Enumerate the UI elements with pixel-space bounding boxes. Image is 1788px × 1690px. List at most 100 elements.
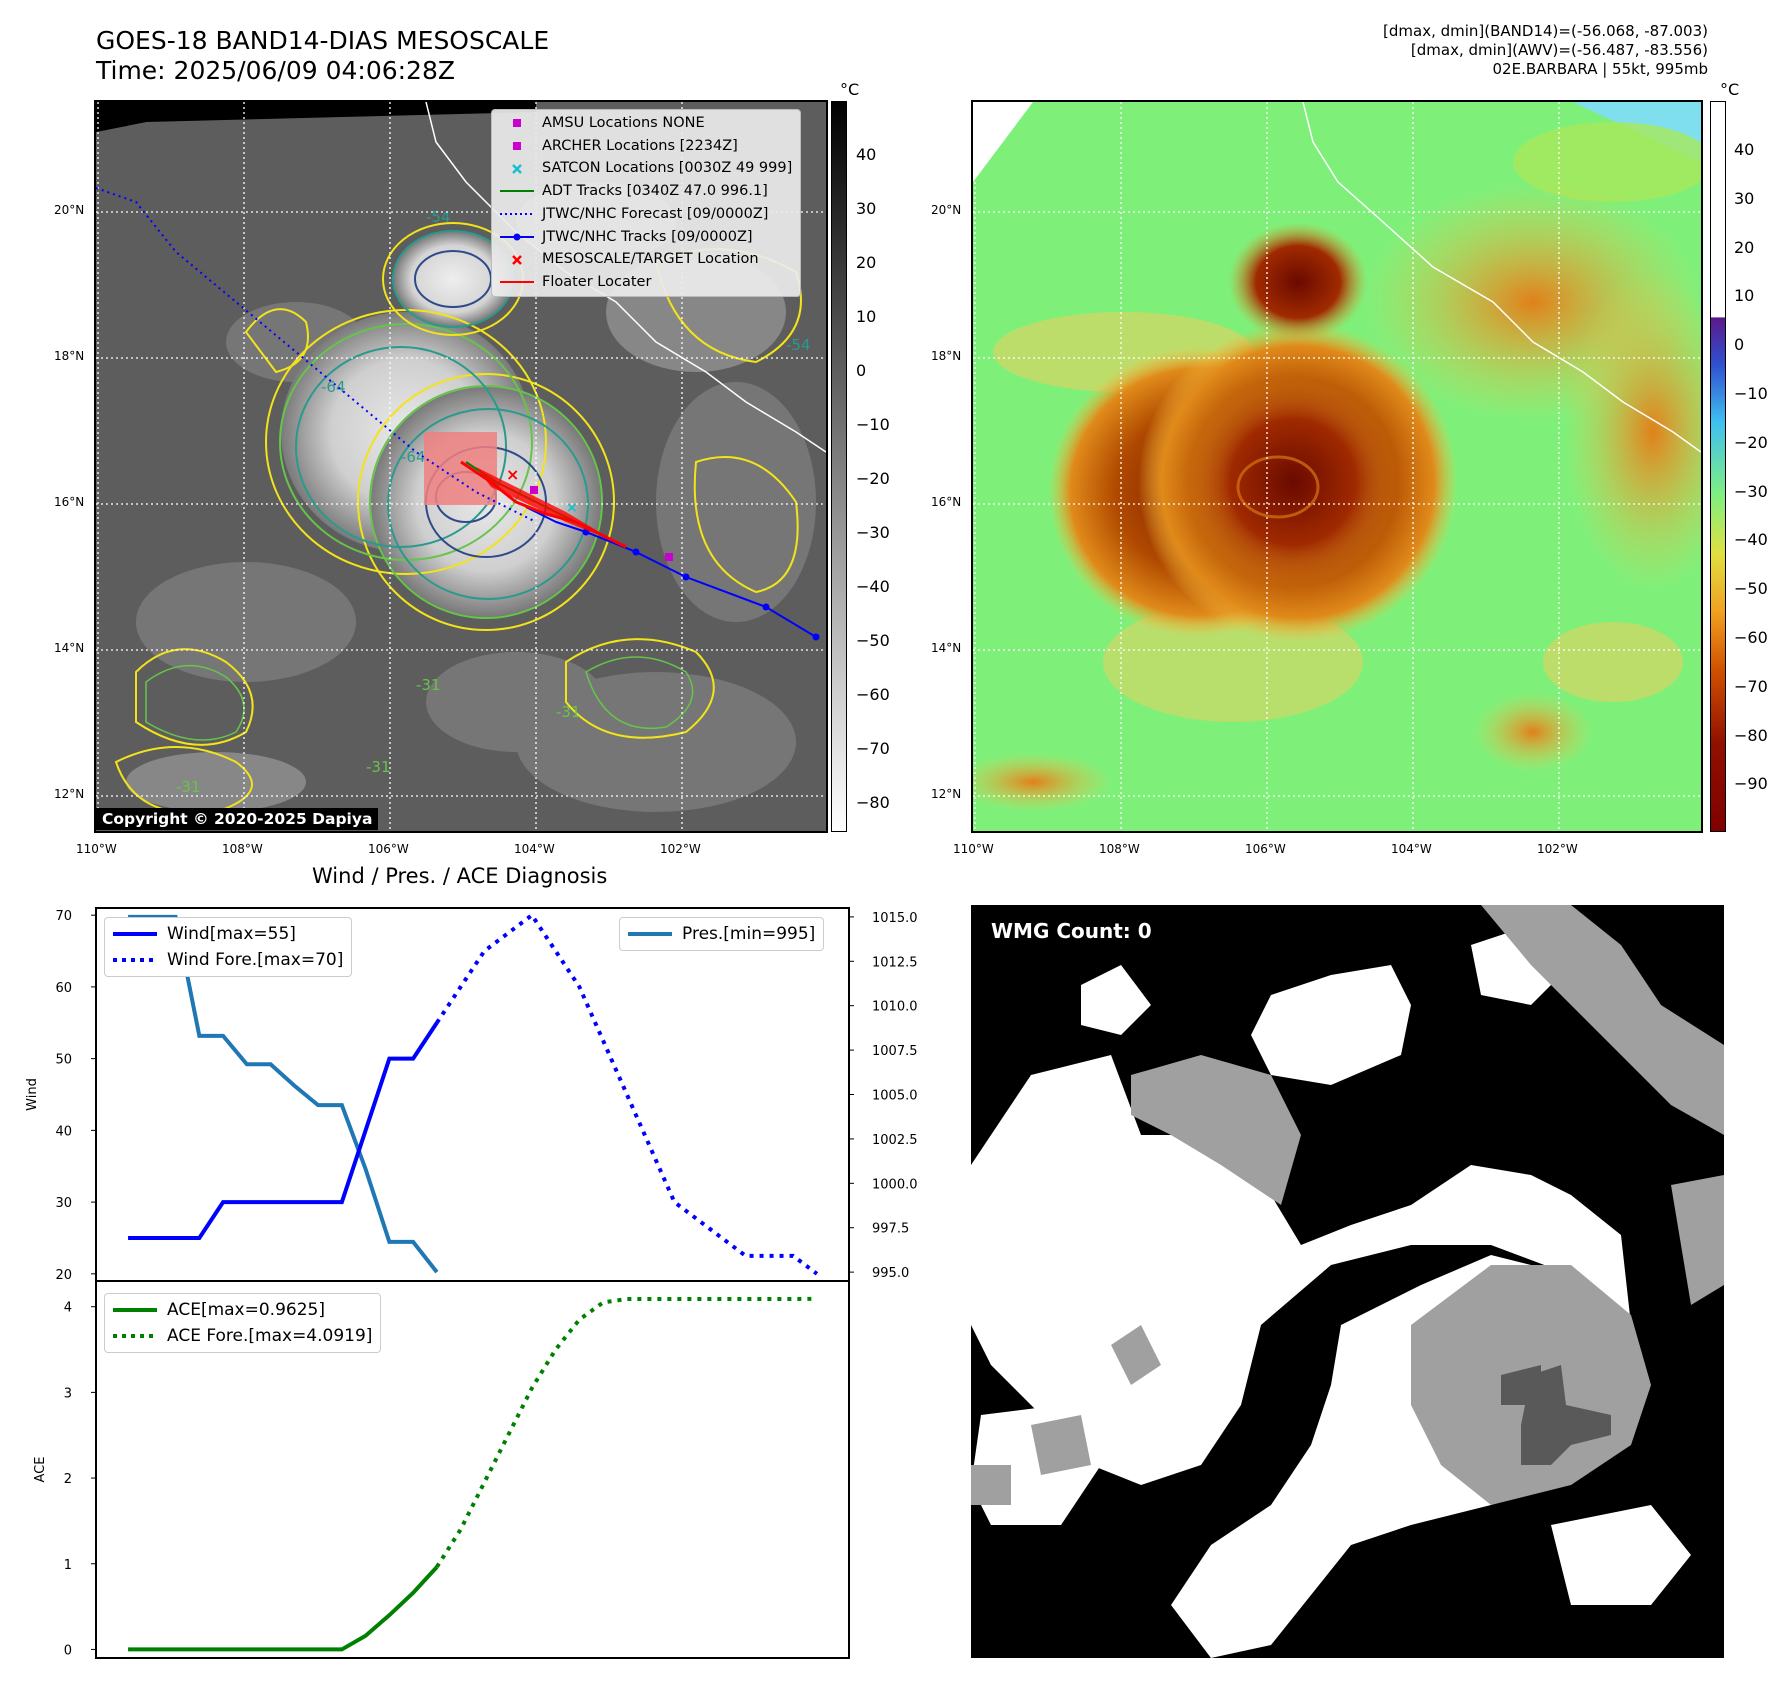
ace-axes	[95, 1280, 850, 1659]
coastline	[425, 102, 826, 453]
lat-label: 12°N	[54, 787, 85, 801]
tick-label: 30	[55, 1196, 72, 1211]
tick-label: 3	[64, 1386, 72, 1401]
dotted-line-icon	[113, 958, 157, 962]
satcon-marker: ×	[566, 500, 578, 516]
contour-label: -64	[401, 448, 426, 466]
line-icon	[113, 932, 157, 936]
line-icon	[628, 932, 672, 936]
contour-label: -31	[176, 778, 201, 796]
legend-item-ace: ACE[max=0.9625]	[113, 1297, 372, 1323]
lon-label: 104°W	[1391, 842, 1432, 856]
series-ace-forecast	[435, 1296, 817, 1569]
legend-item-pressure: Pres.[min=995]	[628, 921, 815, 947]
archer-marker	[530, 486, 538, 494]
coastline	[1302, 102, 1701, 453]
tick-label: 1012.5	[872, 955, 918, 970]
line-icon	[500, 184, 534, 198]
tick-label: 70	[55, 909, 72, 924]
colorbar-tick: 10	[1734, 286, 1755, 306]
lon-label: 110°W	[953, 842, 994, 856]
title-line-2: Time: 2025/06/09 04:06:28Z	[96, 56, 455, 85]
tick-label: 997.5	[872, 1222, 909, 1237]
legend-item-tracks: JTWC/NHC Tracks [09/0000Z]	[500, 226, 792, 249]
colorbar-tick: −20	[856, 469, 890, 488]
wmg-map	[971, 905, 1724, 1658]
contour-label: -54	[426, 208, 451, 226]
wmg-count: WMG Count: 0	[983, 915, 1160, 947]
info-awv: [dmax, dmin](AWV)=(-56.487, -83.556)	[1410, 41, 1708, 59]
lon-label: 102°W	[660, 842, 701, 856]
legend-item-forecast: JTWC/NHC Forecast [09/0000Z]	[500, 203, 792, 226]
colorbar-tick: −60	[856, 685, 890, 704]
map-legend: AMSU Locations NONE ARCHER Locations [22…	[491, 109, 802, 297]
colorbar-tick: 20	[856, 253, 877, 272]
colorbar-tick: −50	[856, 631, 890, 650]
legend-item-amsu: AMSU Locations NONE	[500, 112, 792, 135]
tick-label: 1015.0	[872, 911, 918, 926]
colorbar-tick: −30	[1734, 481, 1768, 501]
lon-label: 106°W	[1245, 842, 1286, 856]
colorbar-tick: −80	[1734, 725, 1768, 745]
lat-label: 14°N	[931, 641, 962, 655]
contour-label: -31	[366, 758, 391, 776]
colorbar-tick: −20	[1734, 432, 1768, 452]
pressure-legend: Pres.[min=995]	[619, 917, 825, 951]
tick-label: 1005.0	[872, 1089, 918, 1104]
colorbar-tick: −10	[1734, 384, 1768, 403]
colorbar-tick: −70	[856, 739, 890, 758]
x-icon	[500, 162, 534, 176]
awv-map	[973, 102, 1701, 831]
legend-item-ace-fore: ACE Fore.[max=4.0919]	[113, 1323, 372, 1349]
lon-label: 102°W	[1537, 842, 1578, 856]
colorbar-left-unit: °C	[840, 80, 860, 99]
lon-label: 108°W	[1099, 842, 1140, 856]
wind-legend: Wind[max=55] Wind Fore.[max=70]	[104, 917, 353, 977]
tick-label: 1007.5	[872, 1044, 918, 1059]
map-gridlines	[973, 102, 1701, 831]
target-marker: ×	[506, 465, 519, 484]
tick-label: 995.0	[872, 1266, 909, 1281]
colorbar-tick: 0	[1734, 335, 1745, 355]
floater-box	[424, 432, 497, 505]
tick-label: 60	[55, 981, 72, 996]
lat-label: 18°N	[54, 349, 85, 363]
colorbar-tick: −50	[1734, 579, 1768, 599]
tick-label: 1002.5	[872, 1133, 918, 1148]
line-icon	[113, 1308, 157, 1312]
line-icon	[500, 275, 534, 289]
line-dot-icon	[500, 230, 534, 244]
lat-label: 20°N	[54, 203, 85, 217]
title-line-1: GOES-18 BAND14-DIAS MESOSCALE	[96, 26, 550, 55]
colorbar-left	[831, 101, 847, 832]
colorbar-tick: 30	[1734, 188, 1755, 208]
contour-label: -54	[786, 336, 811, 354]
square-icon	[500, 116, 534, 130]
colorbar-tick: −40	[1734, 530, 1768, 550]
lat-label: 18°N	[931, 349, 962, 363]
wmg-panel: WMG Count: 0	[971, 905, 1724, 1658]
page-title: GOES-18 BAND14-DIAS MESOSCALE Time: 2025…	[96, 26, 549, 86]
colorbar-tick: −60	[1734, 628, 1768, 647]
contour-label: -31	[416, 676, 441, 694]
square-icon	[500, 139, 534, 153]
colorbar-tick: −40	[856, 577, 890, 596]
series-ace	[128, 1565, 439, 1652]
lat-label: 20°N	[931, 203, 962, 217]
axis-label-ace: ACE	[33, 1457, 48, 1483]
awv-map-panel	[971, 100, 1703, 833]
legend-item-target: MESOSCALE/TARGET Location	[500, 248, 792, 271]
info-storm: 02E.BARBARA | 55kt, 995mb	[1492, 60, 1708, 78]
tick-label: 1	[64, 1558, 72, 1573]
archer-marker	[665, 553, 673, 561]
legend-item-wind: Wind[max=55]	[113, 921, 343, 947]
dotted-line-icon	[500, 207, 534, 221]
colorbar-right	[1710, 101, 1726, 832]
copyright: Copyright © 2020-2025 Dapiya	[96, 808, 379, 830]
colorbar-tick: 20	[1734, 237, 1755, 257]
tick-label: 20	[55, 1268, 72, 1283]
tick-label: 40	[55, 1124, 72, 1139]
colorbar-tick: 0	[856, 361, 867, 380]
lat-label: 16°N	[54, 495, 85, 509]
contour-label: -64	[321, 378, 346, 396]
